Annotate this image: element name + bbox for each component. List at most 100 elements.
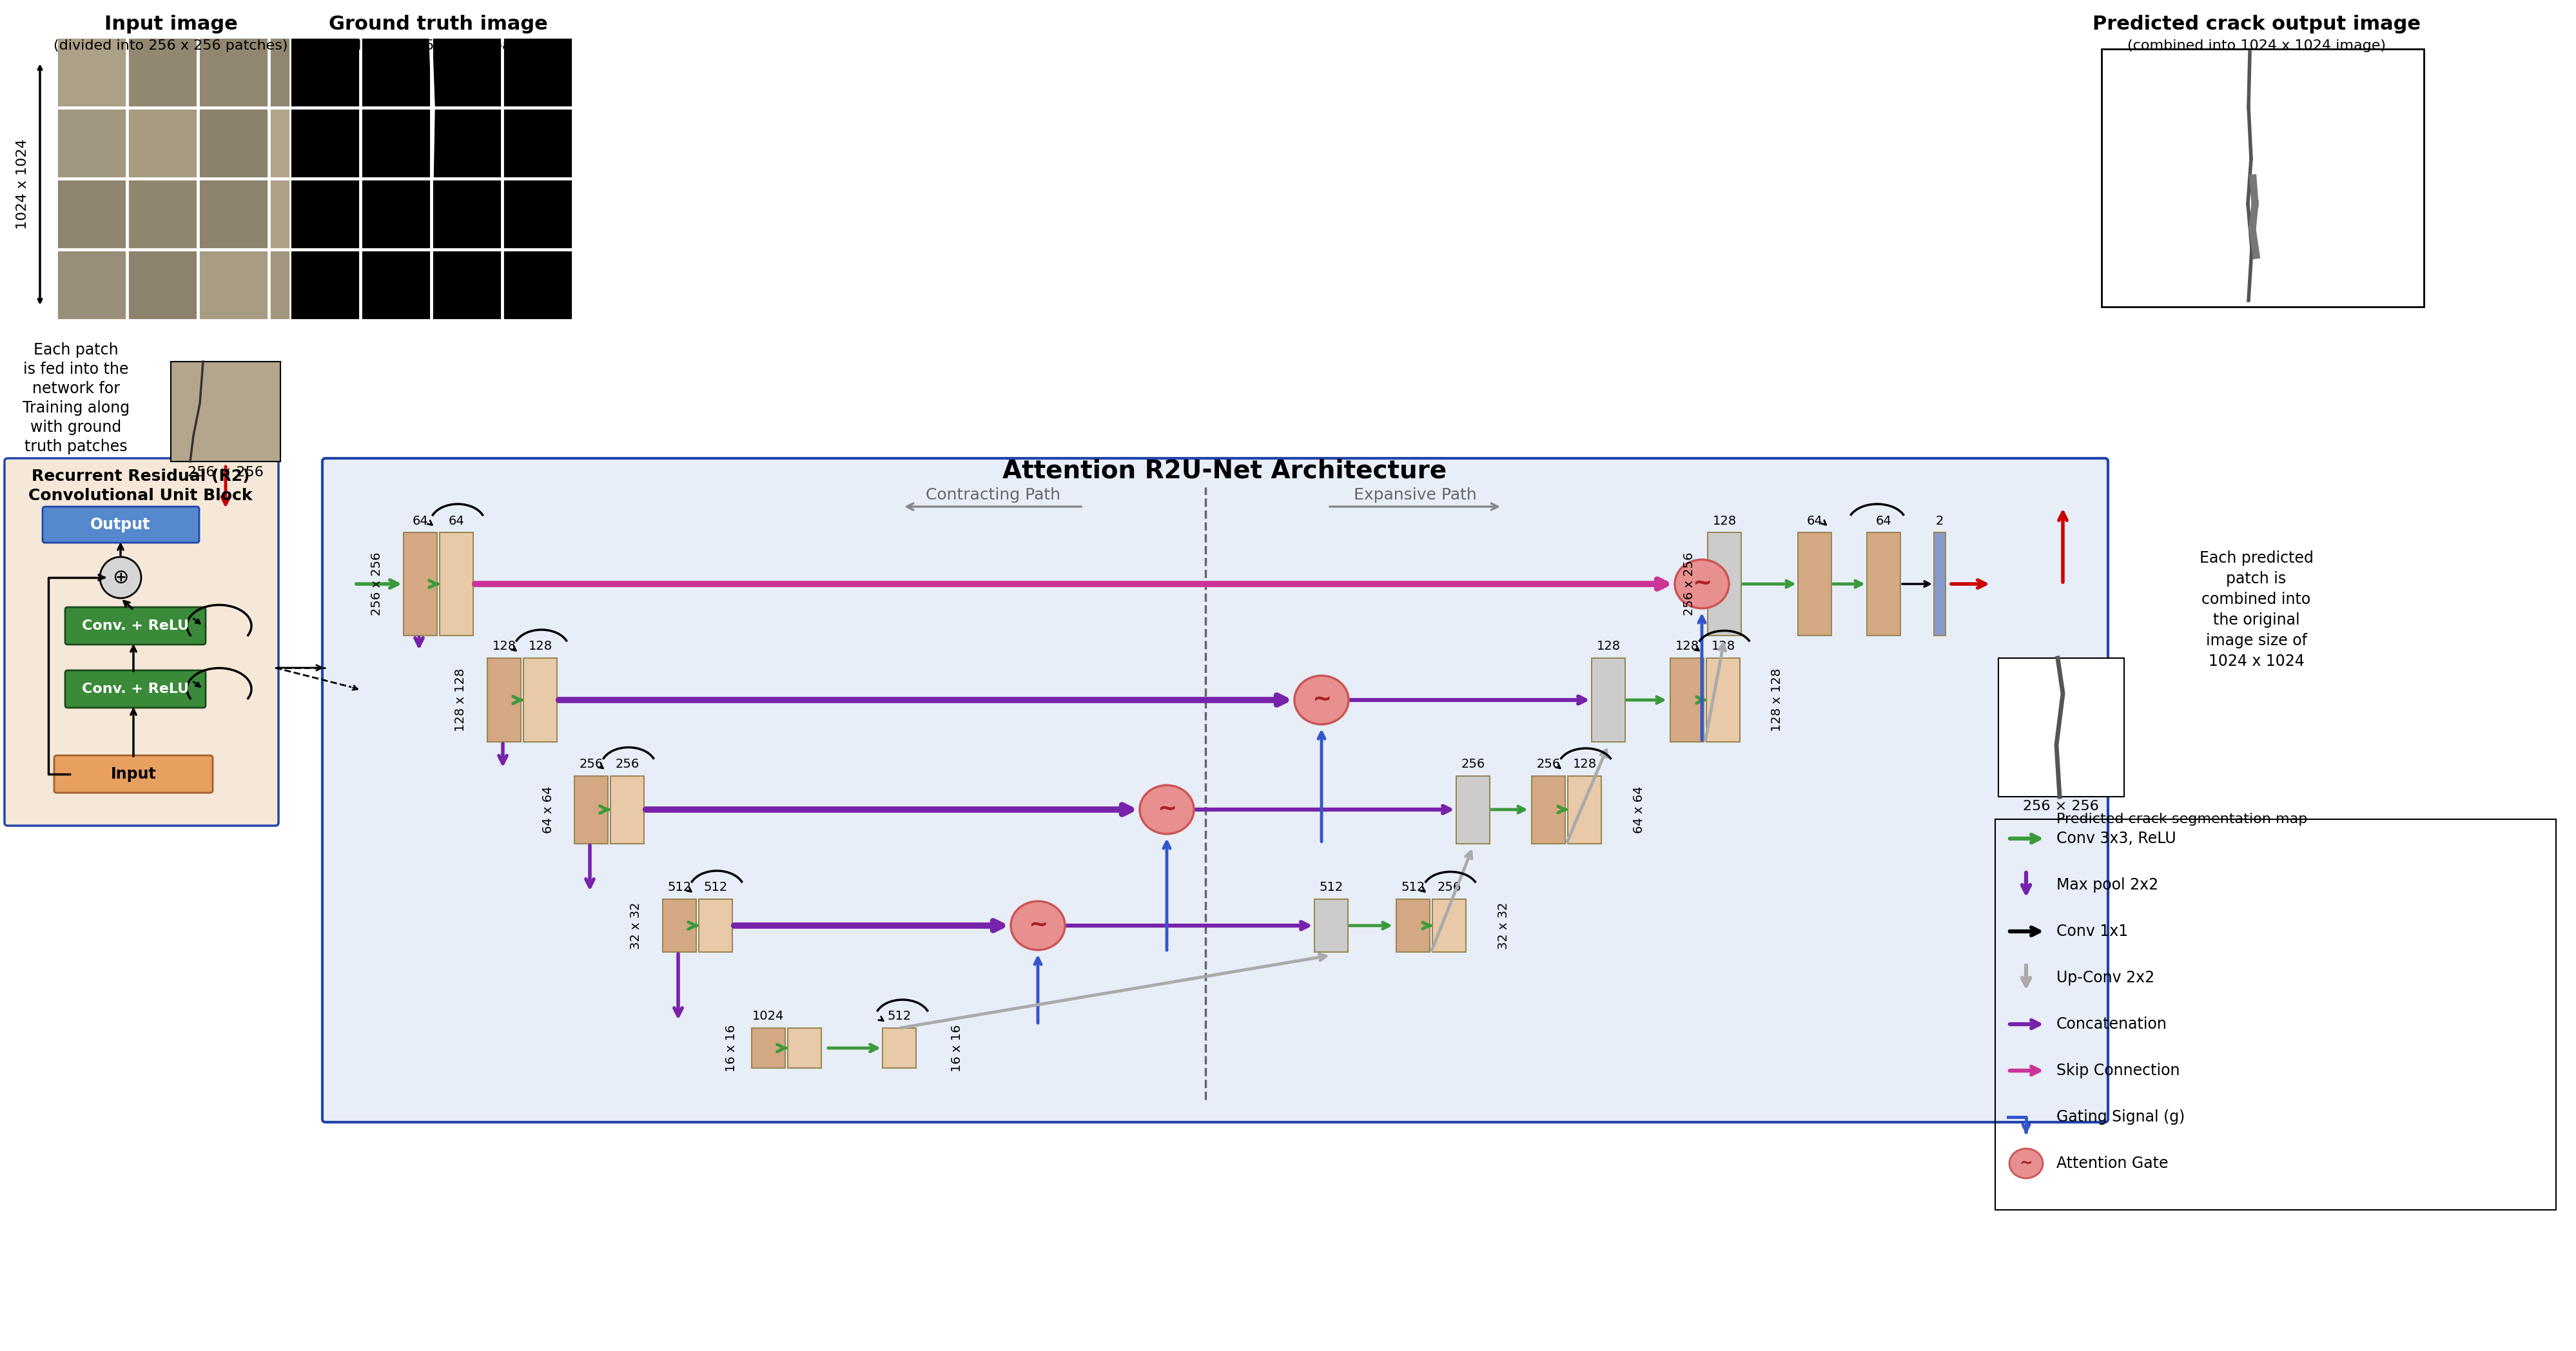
Text: 256: 256 [616,758,639,770]
Circle shape [100,557,142,598]
Bar [57,108,126,178]
Bar [129,108,198,178]
Text: Conv 3x3, ReLU: Conv 3x3, ReLU [2056,831,2177,846]
Text: ~: ~ [2020,1155,2032,1171]
Bar [502,180,572,249]
Text: patch is: patch is [2226,571,2287,586]
Bar [433,38,502,107]
Text: with ground: with ground [31,420,121,435]
Bar [129,38,198,107]
Text: Input: Input [111,766,157,782]
FancyBboxPatch shape [322,458,2107,1123]
Bar [662,900,696,952]
Bar [198,38,268,107]
Text: 512: 512 [703,881,726,893]
Text: Gating Signal (g): Gating Signal (g) [2056,1109,2184,1125]
Bar [361,180,430,249]
Text: 512: 512 [1401,881,1425,893]
Bar [1314,900,1347,952]
Text: ~: ~ [1692,573,1710,594]
Bar [57,38,126,107]
Bar [433,180,502,249]
Text: Max pool 2x2: Max pool 2x2 [2056,877,2159,893]
Text: 128 x 128: 128 x 128 [1772,669,1783,732]
Text: 128: 128 [492,640,515,653]
Bar [270,38,340,107]
Bar [129,250,198,320]
Bar [1396,900,1430,952]
Text: image size of: image size of [2205,634,2308,648]
Text: (divided into 256 x 256 patches): (divided into 256 x 256 patches) [54,39,289,53]
Text: Conv. + ReLU: Conv. + ReLU [82,682,188,696]
Bar [170,362,281,462]
Text: Up-Conv 2x2: Up-Conv 2x2 [2056,970,2154,985]
Text: 512: 512 [1319,881,1342,893]
Bar [1868,532,1901,635]
Text: 256 × 256: 256 × 256 [188,466,263,478]
Text: 64: 64 [448,515,464,527]
Ellipse shape [1010,901,1064,950]
Bar [1798,532,1832,635]
Text: (divided into 256 x 256 patches): (divided into 256 x 256 patches) [322,39,556,53]
Text: Predicted crack segmentation map: Predicted crack segmentation map [2056,813,2308,825]
Text: 128: 128 [1674,640,1700,653]
Bar [1533,775,1566,843]
Text: 1024 x 1024: 1024 x 1024 [2208,654,2303,669]
Bar [361,38,430,107]
Text: ~: ~ [1311,689,1332,711]
Text: Contracting Path: Contracting Path [925,488,1061,503]
Bar [487,658,520,742]
Text: Training along: Training along [23,400,129,416]
Text: the original: the original [2213,612,2300,628]
Text: 256 x 256: 256 x 256 [1682,553,1695,616]
Text: Ground truth image: Ground truth image [330,15,549,34]
Text: 128: 128 [1597,640,1620,653]
Text: 128: 128 [1713,515,1736,527]
Text: 64: 64 [1806,515,1824,527]
Bar [574,775,608,843]
Text: 512: 512 [886,1011,912,1023]
Bar [361,250,430,320]
Bar [433,250,502,320]
Bar [523,658,556,742]
Text: 512: 512 [667,881,690,893]
Bar [502,250,572,320]
Text: Convolutional Unit Block: Convolutional Unit Block [28,488,252,504]
Text: 32 x 32: 32 x 32 [631,902,641,950]
Text: Concatenation: Concatenation [2056,1016,2166,1032]
Bar [788,1028,822,1069]
Bar [1569,775,1602,843]
Ellipse shape [1674,559,1728,608]
Bar [1999,658,2125,797]
Bar [404,532,438,635]
Text: Expansive Path: Expansive Path [1352,488,1476,503]
Text: Attention Gate: Attention Gate [2056,1155,2169,1171]
Text: Each patch: Each patch [33,342,118,358]
Bar [270,250,340,320]
Bar [129,180,198,249]
Bar [611,775,644,843]
Bar [502,108,572,178]
Text: 256: 256 [1437,881,1461,893]
Text: 128: 128 [1571,758,1597,770]
Text: 16 x 16: 16 x 16 [726,1024,737,1071]
Text: 32 x 32: 32 x 32 [1497,902,1510,950]
Text: 256 × 256: 256 × 256 [2022,800,2099,813]
Text: 64 x 64: 64 x 64 [1633,786,1646,834]
Text: Recurrent Residual (R2): Recurrent Residual (R2) [31,469,250,484]
Bar [1705,658,1739,742]
Text: 1024: 1024 [752,1011,783,1023]
Bar [1708,532,1741,635]
Text: 2: 2 [1935,515,1945,527]
Text: Conv. + ReLU: Conv. + ReLU [82,619,188,632]
Text: Input image: Input image [103,15,237,34]
Ellipse shape [2009,1148,2043,1178]
Text: 64: 64 [1875,515,1891,527]
Text: 128: 128 [528,640,551,653]
Bar [502,38,572,107]
Bar [270,180,340,249]
FancyBboxPatch shape [44,507,198,543]
Bar [698,900,732,952]
Bar [270,108,340,178]
Bar [1669,658,1703,742]
